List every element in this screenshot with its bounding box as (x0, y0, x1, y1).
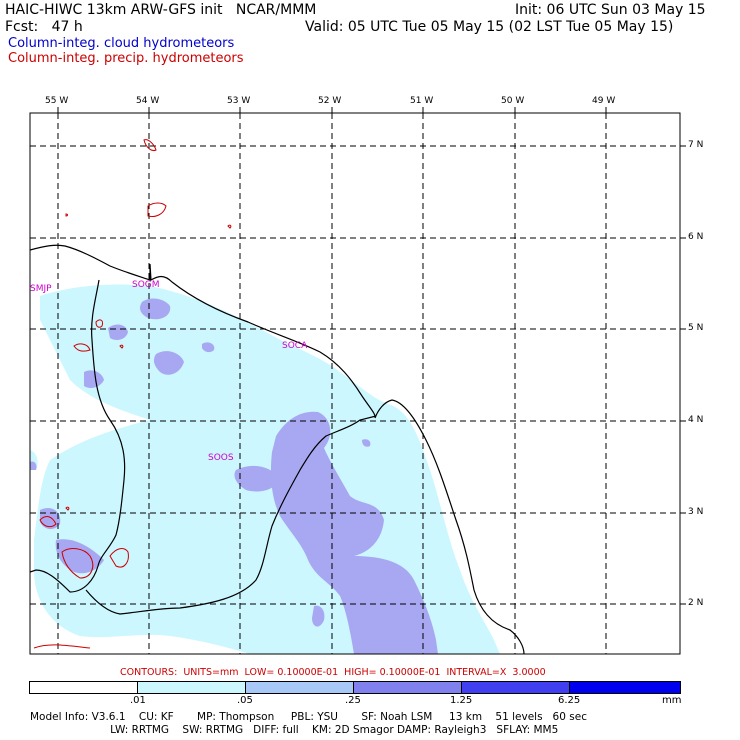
colorbar (29, 681, 681, 694)
border-line (30, 279, 126, 593)
border-line (85, 415, 377, 615)
lat-label: 4 N (688, 415, 704, 425)
plot-frame (29, 112, 681, 655)
cloud-fill-mid (84, 370, 104, 388)
colorbar-label: 1.25 (450, 695, 473, 706)
colorbar-unit: mm (662, 695, 682, 706)
colorbar-label: 6.25 (558, 695, 581, 706)
precip-contours (33, 139, 232, 649)
lon-label: 52 W (318, 96, 342, 106)
lon-label: 49 W (592, 96, 616, 106)
colorbar-label: .05 (237, 695, 253, 706)
colorbar-segment (245, 681, 354, 694)
colorbar-segment (137, 681, 246, 694)
lon-label: 50 W (501, 96, 525, 106)
station-label: SOCA (282, 341, 308, 351)
lat-label: 2 N (688, 598, 704, 608)
cloud-fill-mid (270, 411, 438, 654)
forecast-hour: Fcst: 47 h (5, 19, 83, 35)
station-label: SOGM (132, 280, 160, 290)
lat-label: 6 N (688, 232, 704, 242)
colorbar-label: .25 (345, 695, 361, 706)
cloud-fill-mid (312, 605, 325, 627)
lat-label: 5 N (688, 323, 704, 333)
cloud-fill-light (158, 427, 240, 458)
cloud-fill-mid (140, 298, 171, 320)
cloud-fill-mid (108, 324, 128, 340)
model-info-line1: Model Info: V3.6.1 CU: KF MP: Thompson P… (30, 711, 587, 723)
cloud-fill-mid (234, 465, 280, 492)
lat-label: 7 N (688, 140, 704, 150)
model-info-line2: LW: RRTMG SW: RRTMG DIFF: full KM: 2D Sm… (30, 724, 559, 736)
cloud-fill-mid (55, 539, 104, 574)
cloud-fill-mid (362, 439, 371, 447)
cloud-fill-mid (30, 461, 37, 470)
lon-label: 53 W (227, 96, 251, 106)
lon-label: 55 W (45, 96, 69, 106)
init-time: Init: 06 UTC Sun 03 May 15 (515, 2, 706, 18)
model-title: HAIC-HIWC 13km ARW-GFS init NCAR/MMM (5, 2, 317, 18)
cloud-fill-mid (153, 351, 184, 375)
colorbar-segment (353, 681, 462, 694)
contours-info: CONTOURS: UNITS=mm LOW= 0.10000E-01 HIGH… (120, 667, 546, 678)
lon-label: 54 W (136, 96, 160, 106)
valid-time: Valid: 05 UTC Tue 05 May 15 (02 LST Tue … (305, 19, 674, 35)
colorbar-segment (461, 681, 570, 694)
lon-label: 51 W (410, 96, 434, 106)
station-label: SMJP (30, 284, 52, 294)
legend-precip: Column-integ. precip. hydrometeors (8, 51, 244, 66)
lat-lon-grid (30, 113, 680, 654)
lat-label: 3 N (688, 507, 704, 517)
coastline (30, 244, 525, 654)
colorbar-label: .01 (130, 695, 146, 706)
colorbar-segment (29, 681, 138, 694)
legend-cloud: Column-integ. cloud hydrometeors (8, 36, 235, 51)
cloud-fill-mid (202, 342, 215, 353)
station-label: SOOS (208, 453, 234, 463)
colorbar-segment (569, 681, 681, 694)
